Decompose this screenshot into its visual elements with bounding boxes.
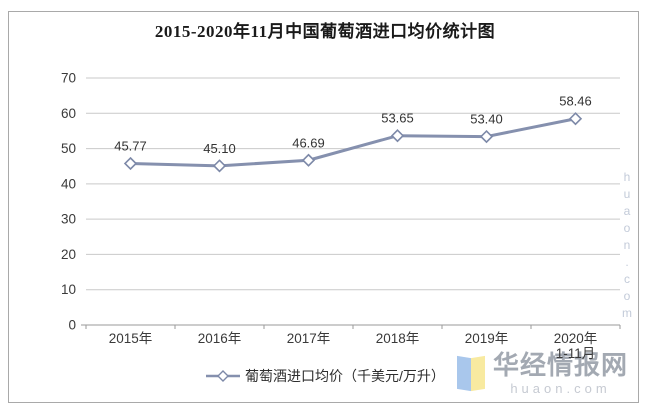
logo-domain-text: huaon.com	[510, 381, 611, 396]
data-point-label: 53.40	[470, 112, 503, 127]
x-axis-sublabel: 1-11月	[556, 346, 596, 361]
chart-title: 2015-2020年11月中国葡萄酒进口均价统计图	[154, 22, 496, 41]
y-tick-label: 0	[68, 318, 76, 333]
huaon-logo: 华经情报网 huaon.com	[456, 352, 628, 396]
data-line	[130, 117, 576, 168]
x-axis-label: 2017年	[287, 331, 331, 346]
y-tick-label: 40	[61, 176, 76, 191]
data-point-marker	[212, 159, 227, 173]
x-axis-label: 2019年	[465, 331, 509, 346]
chart-border-frame	[8, 11, 639, 403]
y-tick-label: 10	[61, 282, 76, 297]
legend-line-diamond-icon	[206, 370, 241, 382]
x-axis-label: 2016年	[198, 331, 242, 346]
data-point-label: 46.69	[292, 135, 325, 150]
legend-label: 葡萄酒进口均价（千美元/万升）	[245, 368, 445, 384]
x-axis-label: 2015年	[109, 331, 153, 346]
data-point-marker	[301, 153, 316, 167]
data-point-marker	[568, 112, 583, 126]
y-tick-label: 60	[61, 106, 76, 121]
data-point-label: 58.46	[559, 94, 592, 109]
x-axis-label: 2018年	[376, 331, 420, 346]
data-point-label: 53.65	[381, 111, 414, 126]
legend: 葡萄酒进口均价（千美元/万升）	[0, 366, 650, 386]
data-point-marker	[479, 129, 494, 144]
y-tick-label: 50	[61, 141, 76, 156]
y-tick-label: 70	[61, 71, 76, 86]
y-tick-label: 30	[61, 212, 76, 227]
vertical-watermark: huaon.com	[620, 170, 634, 323]
x-axis-label: 2020年	[554, 331, 598, 346]
data-point-marker	[390, 129, 405, 143]
data-point-label: 45.10	[203, 141, 236, 156]
data-point-label: 45.77	[114, 138, 147, 153]
data-point-marker	[123, 156, 138, 171]
logo-name-text: 华经情报网	[492, 350, 628, 380]
logo-text-block: 华经情报网 huaon.com	[493, 352, 628, 395]
y-tick-label: 20	[61, 247, 76, 262]
